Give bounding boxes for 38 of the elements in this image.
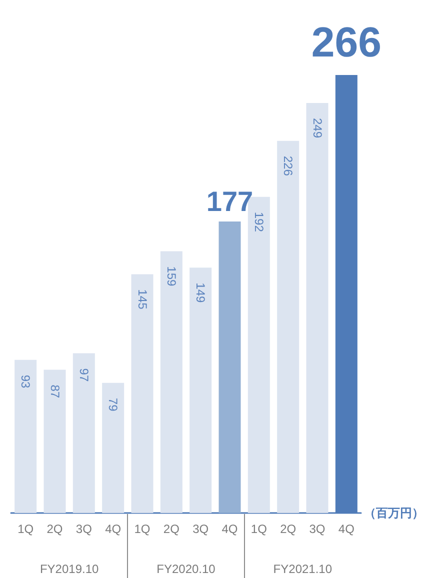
x-tick-label: 2Q <box>280 522 296 536</box>
data-label: 226 <box>281 156 296 176</box>
x-tick-label: 3Q <box>76 522 92 536</box>
x-tick-label: 1Q <box>18 522 34 536</box>
bar <box>277 140 300 513</box>
bar <box>131 274 154 513</box>
x-tick-label: 1Q <box>134 522 150 536</box>
data-label: 192 <box>252 212 266 232</box>
x-tick-label: 4Q <box>222 522 238 536</box>
bar <box>190 268 212 513</box>
data-label: 145 <box>135 289 150 310</box>
x-tick-label: 4Q <box>105 522 122 536</box>
text: FY2019.10 <box>40 562 100 576</box>
text: FY2020.10 <box>156 562 216 576</box>
x-tick-label: 2Q <box>46 522 63 536</box>
bar <box>218 222 241 513</box>
bar <box>160 251 182 513</box>
y-axis-title: （百万円） <box>364 506 424 520</box>
data-label: 93 <box>18 374 33 389</box>
text: FY2021.10 <box>273 562 332 576</box>
bar <box>102 382 124 513</box>
bar <box>14 360 37 513</box>
bar <box>72 353 95 513</box>
bar <box>44 370 66 513</box>
x-tick-label: 3Q <box>192 522 209 536</box>
bar <box>306 102 328 513</box>
data-label: 87 <box>48 384 62 398</box>
data-label: 149 <box>194 282 208 303</box>
x-tick-label: 2Q <box>163 522 180 536</box>
x-tick-label: 1Q <box>250 522 267 536</box>
data-label: 177 <box>206 186 254 218</box>
data-label: 249 <box>310 118 324 138</box>
data-label: 97 <box>76 368 91 382</box>
data-label: 79 <box>106 398 120 412</box>
data-label: 266 <box>311 18 382 66</box>
x-tick-label: 3Q <box>309 522 326 536</box>
x-tick-label: 4Q <box>338 522 354 536</box>
data-label: 159 <box>164 266 178 287</box>
